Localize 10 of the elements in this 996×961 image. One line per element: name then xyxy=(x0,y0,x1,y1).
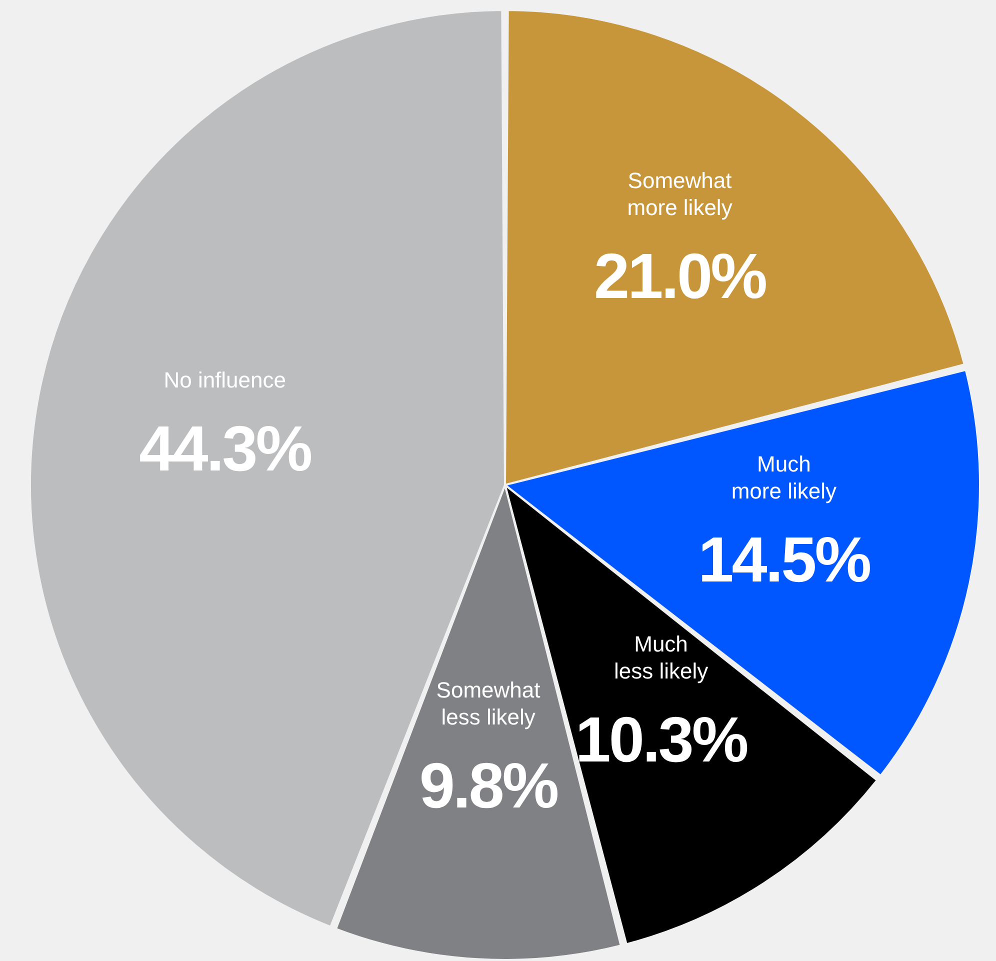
data-label: 9.8% xyxy=(419,750,558,822)
slice-label: Somewhat less likely xyxy=(436,678,540,730)
data-label: 14.5% xyxy=(698,524,871,596)
slice-label: Somewhat more likely xyxy=(627,168,732,220)
slice-label: Much more likely xyxy=(731,452,836,504)
slice-label: Much less likely xyxy=(614,631,708,684)
slice-label: No influence xyxy=(164,368,286,393)
data-label: 44.3% xyxy=(139,412,312,485)
data-label: 10.3% xyxy=(575,703,748,776)
data-label: 21.0% xyxy=(594,240,767,312)
